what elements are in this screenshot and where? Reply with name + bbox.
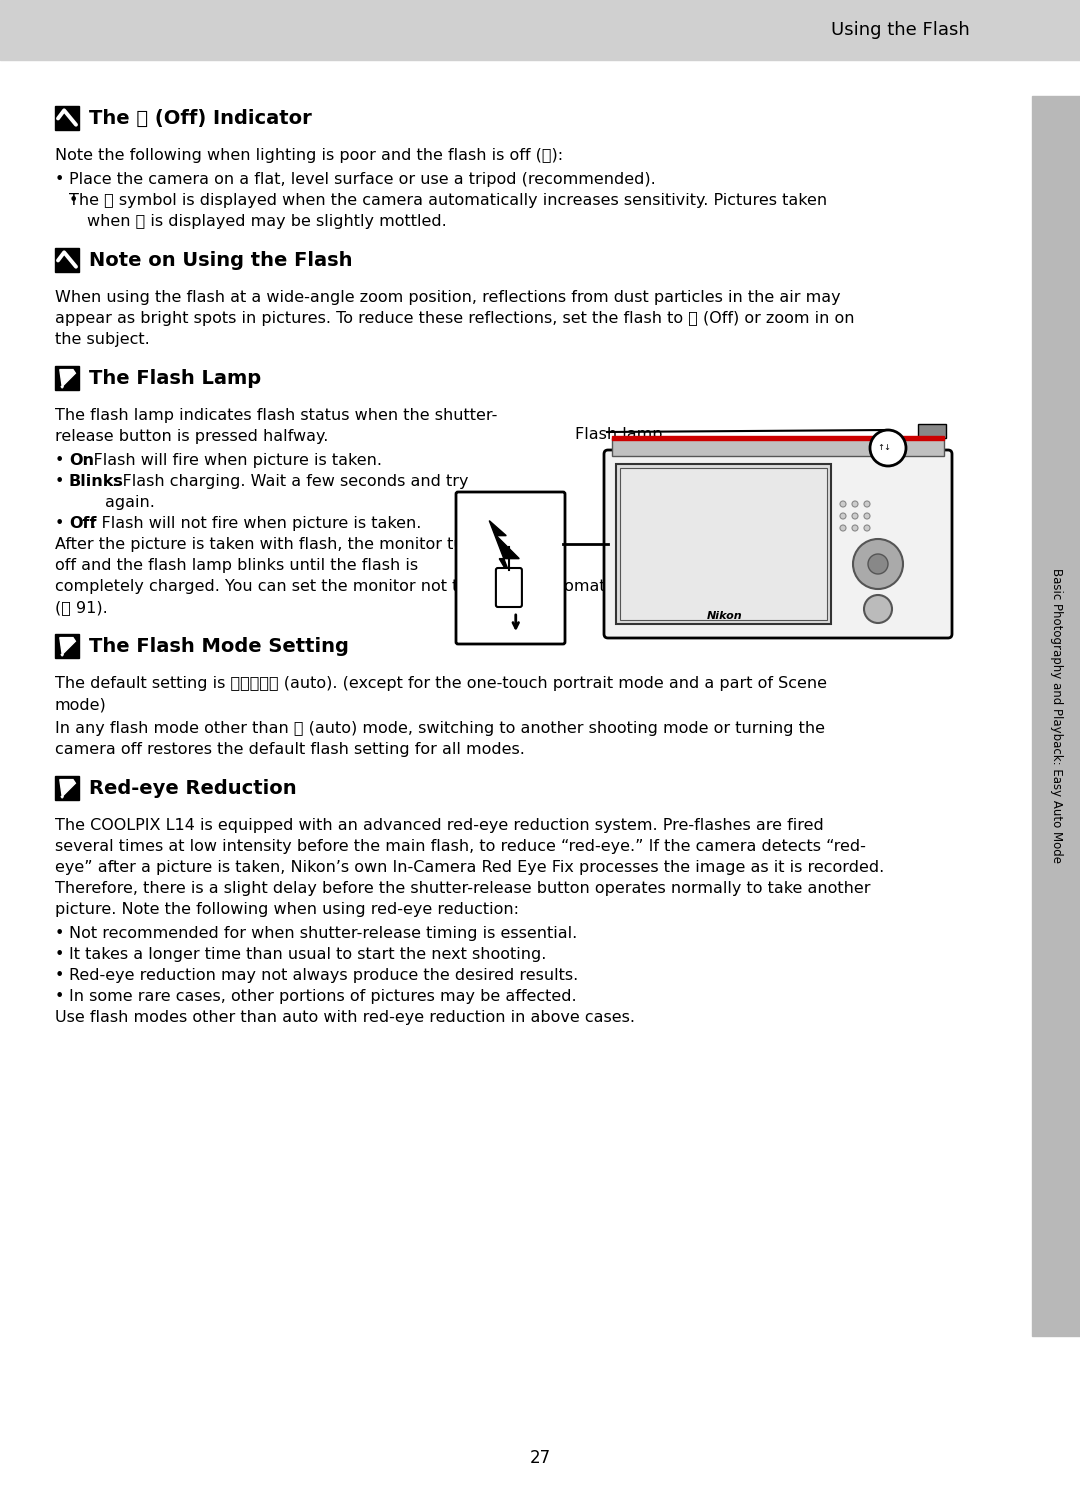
- Bar: [55, 248, 79, 272]
- Text: when ␚ is displayed may be slightly mottled.: when ␚ is displayed may be slightly mott…: [87, 214, 447, 229]
- Circle shape: [853, 539, 903, 588]
- Text: Use flash modes other than auto with red-eye reduction in above cases.: Use flash modes other than auto with red…: [55, 1010, 635, 1025]
- Polygon shape: [59, 637, 76, 654]
- Text: The ␚ symbol is displayed when the camera automatically increases sensitivity. P: The ␚ symbol is displayed when the camer…: [69, 193, 827, 208]
- Text: Basic Photography and Playback: Easy Auto Mode: Basic Photography and Playback: Easy Aut…: [1050, 569, 1063, 863]
- Text: •: •: [55, 967, 65, 984]
- Text: : Flash charging. Wait a few seconds and try: : Flash charging. Wait a few seconds and…: [112, 474, 469, 489]
- Text: Therefore, there is a slight delay before the shutter-release button operates no: Therefore, there is a slight delay befor…: [55, 881, 870, 896]
- Text: ↑↓: ↑↓: [877, 443, 891, 453]
- Circle shape: [840, 513, 846, 519]
- Circle shape: [864, 513, 870, 519]
- Text: completely charged. You can set the monitor not to turn off automatically while : completely charged. You can set the moni…: [55, 580, 859, 594]
- Text: Flash lamp: Flash lamp: [575, 426, 662, 441]
- Bar: [612, 435, 944, 440]
- Text: eye” after a picture is taken, Nikon’s own In-Camera Red Eye Fix processes the i: eye” after a picture is taken, Nikon’s o…: [55, 860, 885, 875]
- Text: The flash lamp indicates flash status when the shutter-: The flash lamp indicates flash status wh…: [55, 409, 498, 424]
- Text: Blinks: Blinks: [69, 474, 124, 489]
- Text: Using the Flash: Using the Flash: [832, 21, 970, 39]
- Circle shape: [840, 501, 846, 507]
- Bar: [55, 776, 79, 799]
- Bar: [0, 0, 1080, 59]
- Text: •: •: [69, 193, 79, 208]
- Text: •: •: [55, 990, 65, 1005]
- Text: off and the flash lamp blinks until the flash is: off and the flash lamp blinks until the …: [55, 559, 418, 574]
- Circle shape: [840, 525, 846, 531]
- Text: : Flash will fire when picture is taken.: : Flash will fire when picture is taken.: [83, 453, 382, 468]
- Text: Not recommended for when shutter-release timing is essential.: Not recommended for when shutter-release…: [69, 926, 577, 941]
- Text: (␚ 91).: (␚ 91).: [55, 600, 108, 615]
- Text: release button is pressed halfway.: release button is pressed halfway.: [55, 429, 328, 444]
- Text: Nikon: Nikon: [707, 611, 743, 621]
- Bar: [55, 635, 79, 658]
- Text: After the picture is taken with flash, the monitor turns: After the picture is taken with flash, t…: [55, 536, 488, 551]
- Bar: [918, 424, 946, 438]
- Bar: [620, 468, 827, 620]
- Text: •: •: [55, 474, 65, 489]
- Text: camera off restores the default flash setting for all modes.: camera off restores the default flash se…: [55, 742, 525, 756]
- Text: •: •: [55, 172, 65, 187]
- Text: •: •: [55, 947, 65, 961]
- Text: : Flash will not fire when picture is taken.: : Flash will not fire when picture is ta…: [91, 516, 421, 531]
- Text: In any flash mode other than Ⓐ (auto) mode, switching to another shooting mode o: In any flash mode other than Ⓐ (auto) mo…: [55, 721, 825, 736]
- Polygon shape: [59, 780, 76, 796]
- Circle shape: [864, 594, 892, 623]
- FancyBboxPatch shape: [604, 450, 951, 637]
- Circle shape: [852, 501, 858, 507]
- Text: Place the camera on a flat, level surface or use a tripod (recommended).: Place the camera on a flat, level surfac…: [69, 172, 656, 187]
- Polygon shape: [489, 520, 519, 581]
- Circle shape: [868, 554, 888, 574]
- Text: Red-eye reduction may not always produce the desired results.: Red-eye reduction may not always produce…: [69, 967, 578, 984]
- Text: When using the flash at a wide-angle zoom position, reflections from dust partic: When using the flash at a wide-angle zoo…: [55, 290, 840, 305]
- Circle shape: [852, 525, 858, 531]
- Polygon shape: [59, 370, 76, 386]
- Polygon shape: [60, 654, 64, 655]
- Text: •: •: [55, 926, 65, 941]
- Circle shape: [864, 525, 870, 531]
- Text: Note the following when lighting is poor and the flash is off (ⓨ):: Note the following when lighting is poor…: [55, 149, 563, 163]
- FancyBboxPatch shape: [456, 492, 565, 643]
- Text: Red-eye Reduction: Red-eye Reduction: [89, 779, 297, 798]
- Text: mode): mode): [55, 697, 107, 712]
- Circle shape: [870, 429, 906, 467]
- Circle shape: [864, 501, 870, 507]
- Text: picture. Note the following when using red-eye reduction:: picture. Note the following when using r…: [55, 902, 519, 917]
- Text: appear as bright spots in pictures. To reduce these reflections, set the flash t: appear as bright spots in pictures. To r…: [55, 311, 854, 325]
- Text: The Flash Mode Setting: The Flash Mode Setting: [89, 636, 349, 655]
- Text: the subject.: the subject.: [55, 331, 150, 348]
- Text: The default setting is ⒼⒶⓊⓣⓞ (auto). (except for the one-touch portrait mode and: The default setting is ⒼⒶⓊⓣⓞ (auto). (ex…: [55, 676, 827, 691]
- Text: In some rare cases, other portions of pictures may be affected.: In some rare cases, other portions of pi…: [69, 990, 577, 1005]
- Text: 27: 27: [529, 1449, 551, 1467]
- Bar: [1032, 97, 1080, 1336]
- Text: several times at low intensity before the main flash, to reduce “red-eye.” If th: several times at low intensity before th…: [55, 840, 866, 854]
- Bar: [55, 366, 79, 389]
- Text: The ⓨ (Off) Indicator: The ⓨ (Off) Indicator: [89, 108, 312, 128]
- Circle shape: [852, 513, 858, 519]
- Text: The Flash Lamp: The Flash Lamp: [89, 369, 261, 388]
- Text: Off: Off: [69, 516, 96, 531]
- Text: •: •: [55, 453, 65, 468]
- Text: It takes a longer time than usual to start the next shooting.: It takes a longer time than usual to sta…: [69, 947, 546, 961]
- Polygon shape: [60, 386, 64, 388]
- Bar: [55, 106, 79, 129]
- Polygon shape: [60, 796, 64, 798]
- Text: •: •: [55, 516, 65, 531]
- Bar: [612, 438, 944, 456]
- Text: Note on Using the Flash: Note on Using the Flash: [89, 251, 352, 269]
- Text: The COOLPIX L14 is equipped with an advanced red-eye reduction system. Pre-flash: The COOLPIX L14 is equipped with an adva…: [55, 817, 824, 834]
- Text: On: On: [69, 453, 94, 468]
- FancyBboxPatch shape: [496, 568, 522, 606]
- Bar: [616, 464, 831, 624]
- Text: again.: again.: [105, 495, 154, 510]
